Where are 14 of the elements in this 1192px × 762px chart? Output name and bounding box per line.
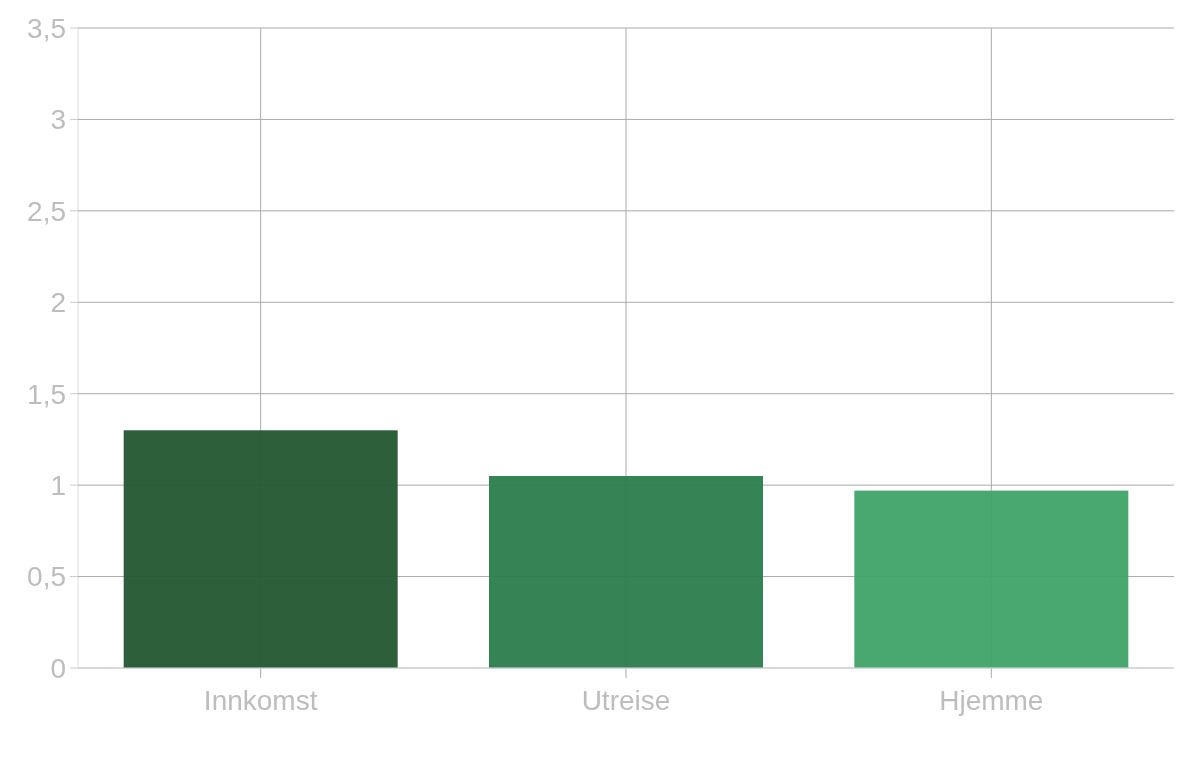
y-tick-label: 1	[50, 469, 66, 501]
bar	[123, 430, 398, 668]
x-tick-label: Utreise	[581, 685, 671, 716]
x-tick-label: Innkomst	[203, 685, 318, 716]
bar	[489, 476, 763, 668]
y-tick-label: 0,5	[27, 561, 66, 593]
y-tick-label: 3,5	[27, 12, 66, 44]
y-tick-label: 2	[50, 287, 66, 319]
x-tick-label: Hjemme	[939, 685, 1044, 716]
bar	[854, 490, 1129, 668]
y-tick-label: 1,5	[27, 378, 66, 410]
y-tick-label: 0	[50, 652, 66, 684]
y-tick-label: 3	[50, 104, 66, 136]
y-tick-label: 2,5	[27, 195, 66, 227]
